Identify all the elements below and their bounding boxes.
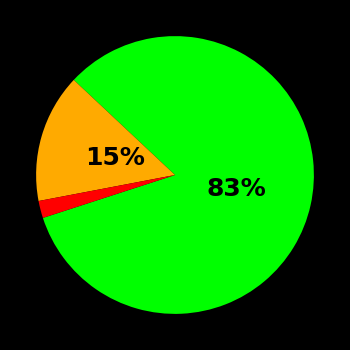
- Text: 15%: 15%: [85, 146, 145, 169]
- Wedge shape: [36, 80, 175, 201]
- Wedge shape: [38, 175, 175, 218]
- Text: 83%: 83%: [206, 177, 266, 201]
- Wedge shape: [43, 36, 314, 314]
